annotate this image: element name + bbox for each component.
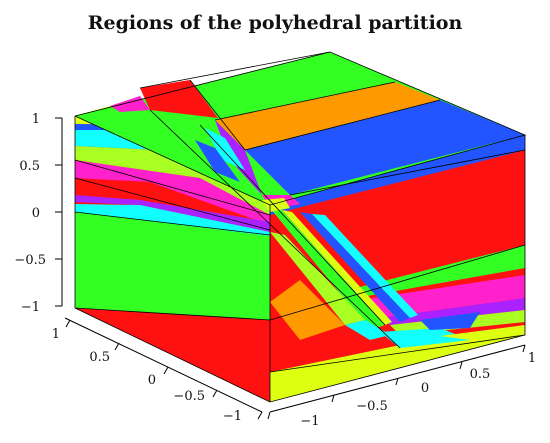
diagonal-band-blue bbox=[300, 212, 410, 322]
x-tick-label: 0.5 bbox=[470, 367, 491, 382]
y-tick-label: 0.5 bbox=[89, 350, 110, 365]
x-tick-label: 1 bbox=[528, 351, 536, 366]
z-axis-ticks bbox=[55, 117, 62, 307]
x-axis-ticks bbox=[267, 344, 526, 420]
diagonal-band-lime bbox=[270, 232, 365, 325]
top-region-blue-dark bbox=[195, 140, 240, 182]
z-axis-tick-labels: 1 0.5 0 −0.5 −1 bbox=[14, 112, 46, 315]
diagonal-band-green bbox=[270, 208, 385, 330]
left-region-lime bbox=[75, 146, 270, 215]
right-region-blue bbox=[270, 135, 525, 215]
y-axis-tick-labels: 1 0.5 0 −0.5 −1 bbox=[52, 327, 242, 424]
region-edges bbox=[74, 51, 527, 403]
y-axis-line bbox=[64, 317, 263, 413]
diagonal-band-orange bbox=[270, 280, 345, 340]
top-region-cyan bbox=[205, 128, 245, 170]
right-face bbox=[270, 135, 525, 402]
diagonal-band-cyan-lower bbox=[345, 320, 390, 340]
x-tick-label: 0 bbox=[421, 381, 429, 396]
x-tick-label: −1 bbox=[300, 414, 319, 429]
left-region-green-bottom bbox=[75, 212, 270, 320]
z-tick-label: 0 bbox=[32, 206, 40, 221]
left-face bbox=[75, 106, 270, 402]
axes bbox=[55, 117, 526, 420]
diagonal-band-yellow bbox=[282, 210, 392, 325]
right-region-cyan bbox=[380, 328, 470, 348]
diagonal-band-cyan bbox=[312, 214, 418, 318]
z-tick-label: −0.5 bbox=[14, 253, 46, 268]
y-tick-label: 0 bbox=[148, 373, 156, 388]
y-axis-ticks bbox=[65, 319, 263, 420]
z-tick-label: −1 bbox=[21, 300, 40, 315]
top-region-purple bbox=[215, 120, 262, 195]
x-axis-tick-labels: −1 −0.5 0 0.5 1 bbox=[300, 351, 536, 429]
left-region-magenta bbox=[75, 160, 270, 225]
right-region-blue-small bbox=[420, 312, 480, 330]
z-tick-label: 0.5 bbox=[19, 159, 40, 174]
figure-title: Regions of the polyhedral partition bbox=[87, 12, 463, 34]
top-region-blue bbox=[245, 100, 525, 195]
right-region-yellow-small bbox=[440, 325, 525, 340]
x-tick-label: −0.5 bbox=[356, 399, 388, 414]
y-tick-label: 1 bbox=[52, 327, 60, 342]
z-tick-label: 1 bbox=[32, 112, 40, 127]
top-region-red bbox=[140, 80, 218, 118]
y-tick-label: −0.5 bbox=[173, 389, 205, 404]
right-region-purple bbox=[380, 298, 525, 325]
left-region-purple bbox=[75, 195, 270, 232]
left-region-cyan-band bbox=[75, 204, 270, 236]
top-region-orange bbox=[215, 82, 440, 150]
y-tick-label: −1 bbox=[223, 409, 242, 424]
top-face bbox=[75, 52, 525, 212]
